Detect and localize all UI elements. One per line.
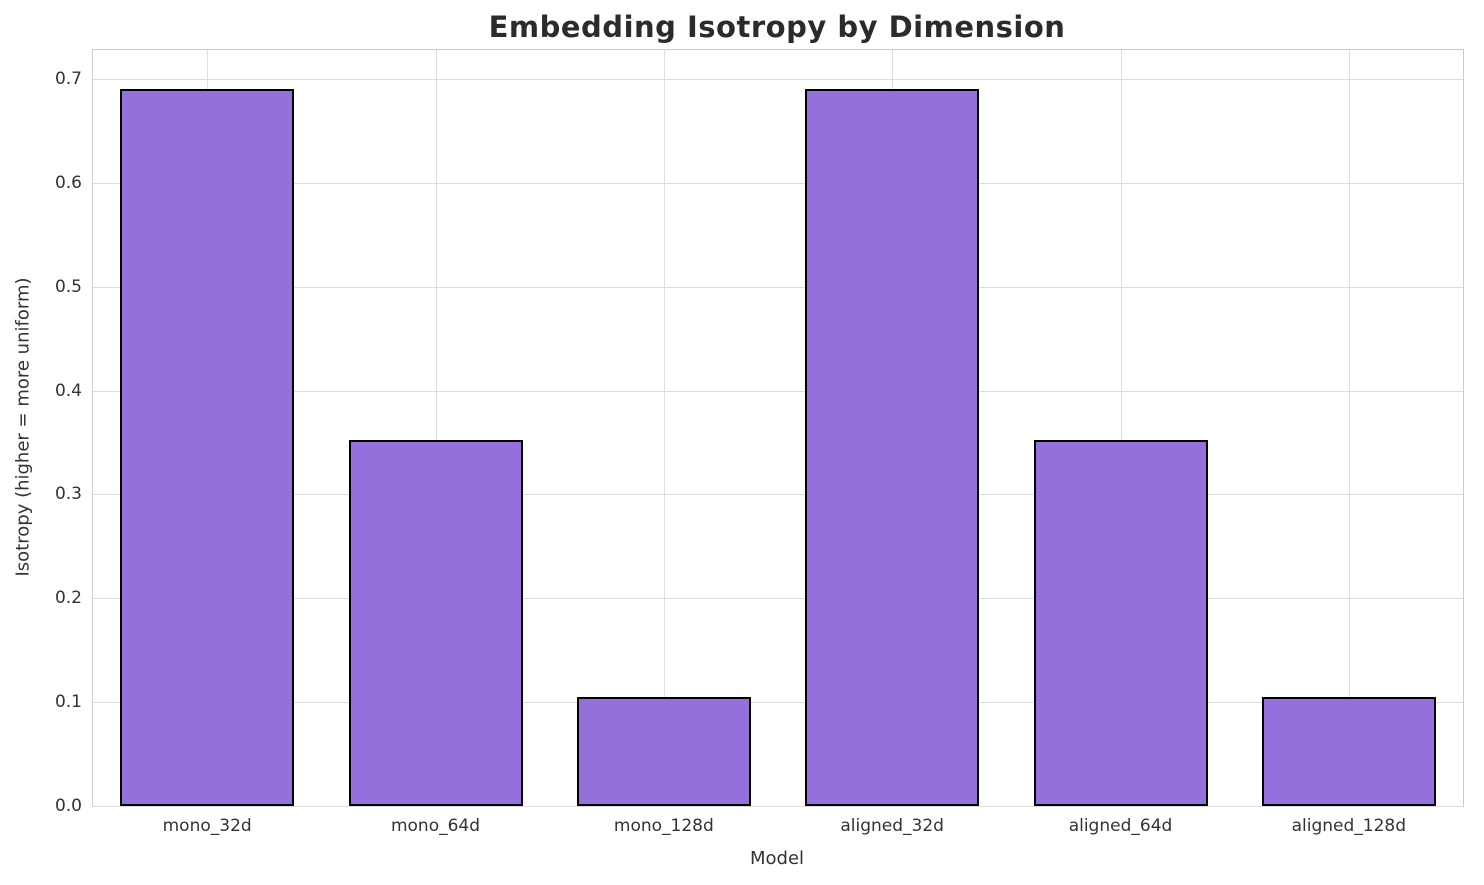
y-tick-label: 0.6 xyxy=(54,172,82,193)
horizontal-gridline xyxy=(93,286,1463,288)
vertical-gridline xyxy=(1348,50,1350,806)
horizontal-gridline xyxy=(93,702,1463,704)
bar-aligned_32d xyxy=(805,89,979,806)
x-tick-label-aligned_64d: aligned_64d xyxy=(1068,816,1173,836)
y-tick-label: 0.2 xyxy=(54,588,82,609)
bar-mono_32d xyxy=(120,89,294,806)
x-axis-label: Model xyxy=(749,848,805,869)
y-tick-label: 0.1 xyxy=(54,692,82,713)
x-tick-label-mono_128d: mono_128d xyxy=(613,816,714,836)
bar-mono_128d xyxy=(577,697,751,806)
x-tick-label-aligned_32d: aligned_32d xyxy=(840,816,944,836)
y-tick-label: 0.0 xyxy=(54,796,82,816)
horizontal-gridline xyxy=(93,806,1463,807)
x-tick-label-mono_64d: mono_64d xyxy=(390,816,481,836)
bar-aligned_64d xyxy=(1034,440,1208,806)
y-axis-label: Isotropy (higher = more uniform) xyxy=(12,277,34,577)
chart-title: Embedding Isotropy by Dimension xyxy=(488,10,1066,44)
horizontal-gridline xyxy=(93,79,1463,81)
x-tick-label-aligned_128d: aligned_128d xyxy=(1291,816,1407,836)
y-tick-label: 0.3 xyxy=(54,484,82,505)
horizontal-gridline xyxy=(93,182,1463,184)
vertical-gridline xyxy=(663,50,665,806)
bar-aligned_128d xyxy=(1262,697,1436,806)
x-tick-label-mono_32d: mono_32d xyxy=(162,816,252,836)
y-tick-label: 0.5 xyxy=(54,276,82,297)
horizontal-gridline xyxy=(93,494,1463,496)
horizontal-gridline xyxy=(93,598,1463,600)
y-tick-label: 0.4 xyxy=(54,380,82,401)
bar-mono_64d xyxy=(349,440,523,806)
horizontal-gridline xyxy=(93,390,1463,392)
y-tick-label: 0.7 xyxy=(54,69,82,90)
vertical-gridline xyxy=(435,50,437,806)
vertical-gridline xyxy=(1120,50,1122,806)
plot-area: 0.0 0.1 0.2 0.3 0.4 0.5 0.6 0.7 mono_32d mono_64d… xyxy=(55,49,1464,836)
